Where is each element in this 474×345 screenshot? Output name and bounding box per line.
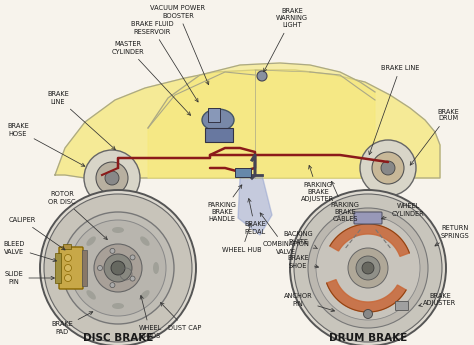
Text: CALIPER: CALIPER xyxy=(9,217,65,250)
Text: BRAKE
PEDAL: BRAKE PEDAL xyxy=(244,199,266,235)
Ellipse shape xyxy=(140,236,150,246)
Bar xyxy=(63,244,71,249)
Circle shape xyxy=(130,255,135,260)
Circle shape xyxy=(94,244,142,292)
Text: RETURN
SPRINGS: RETURN SPRINGS xyxy=(435,226,469,246)
Text: DUST CAP: DUST CAP xyxy=(161,303,202,331)
FancyBboxPatch shape xyxy=(354,212,382,224)
Circle shape xyxy=(110,248,115,253)
Ellipse shape xyxy=(86,290,96,299)
Bar xyxy=(205,128,233,142)
Text: BRAKE FLUID
RESERVOIR: BRAKE FLUID RESERVOIR xyxy=(131,21,198,102)
Text: BRAKE LINE: BRAKE LINE xyxy=(369,65,419,155)
Polygon shape xyxy=(55,70,440,178)
Polygon shape xyxy=(238,175,272,235)
FancyBboxPatch shape xyxy=(395,302,409,310)
Circle shape xyxy=(381,161,395,175)
Circle shape xyxy=(110,283,115,288)
Circle shape xyxy=(105,171,119,185)
Ellipse shape xyxy=(77,262,83,274)
Text: BRAKE
LINE: BRAKE LINE xyxy=(47,91,115,150)
Text: COMBINATION
VALVE: COMBINATION VALVE xyxy=(260,213,310,255)
Text: MASTER
CYLINDER: MASTER CYLINDER xyxy=(111,41,191,115)
Circle shape xyxy=(40,190,196,345)
Bar xyxy=(208,108,220,122)
Text: ANCHOR
PIN: ANCHOR PIN xyxy=(283,294,335,312)
Circle shape xyxy=(360,140,416,196)
Text: WHEEL
STUDS: WHEEL STUDS xyxy=(138,296,162,338)
Circle shape xyxy=(96,162,128,194)
Text: BRAKE
HOSE: BRAKE HOSE xyxy=(7,124,85,166)
Circle shape xyxy=(308,208,428,328)
Text: BRAKE
ADJUSTER: BRAKE ADJUSTER xyxy=(419,294,456,306)
Circle shape xyxy=(64,275,72,282)
Circle shape xyxy=(130,276,135,281)
Circle shape xyxy=(356,256,380,280)
Circle shape xyxy=(64,255,72,262)
Circle shape xyxy=(64,265,72,272)
Text: BRAKE
WARNING
LIGHT: BRAKE WARNING LIGHT xyxy=(264,8,308,72)
Circle shape xyxy=(111,261,125,275)
Text: BRAKE
PAD: BRAKE PAD xyxy=(51,312,93,335)
FancyBboxPatch shape xyxy=(59,247,83,289)
Text: SLIDE
PIN: SLIDE PIN xyxy=(5,272,55,285)
Circle shape xyxy=(294,194,442,342)
Circle shape xyxy=(84,150,140,206)
Text: PARKING
BRAKE
ADJUSTER: PARKING BRAKE ADJUSTER xyxy=(301,166,335,202)
Ellipse shape xyxy=(86,236,96,246)
Circle shape xyxy=(364,309,373,318)
Ellipse shape xyxy=(140,290,150,299)
Circle shape xyxy=(348,248,388,288)
Circle shape xyxy=(104,254,132,282)
Polygon shape xyxy=(330,224,410,256)
Text: VACUUM POWER
BOOSTER: VACUUM POWER BOOSTER xyxy=(150,6,209,85)
Circle shape xyxy=(372,152,404,184)
Circle shape xyxy=(44,194,192,342)
Ellipse shape xyxy=(112,227,124,233)
Text: BLEED
VALVE: BLEED VALVE xyxy=(3,241,56,262)
Circle shape xyxy=(62,212,174,324)
Text: WHEEL
CYLINDER: WHEEL CYLINDER xyxy=(382,204,424,219)
Text: DISC BRAKE: DISC BRAKE xyxy=(83,333,153,343)
Text: BACKING
PLATE: BACKING PLATE xyxy=(283,231,318,249)
Polygon shape xyxy=(148,63,375,178)
Polygon shape xyxy=(327,280,406,312)
Ellipse shape xyxy=(153,262,159,274)
Circle shape xyxy=(290,190,446,345)
Bar xyxy=(82,250,87,286)
Text: PARKING
BRAKE
CABLES: PARKING BRAKE CABLES xyxy=(330,181,359,222)
Text: DRUM BRAKE: DRUM BRAKE xyxy=(329,333,407,343)
Text: PARKING
BRAKE
HANDLE: PARKING BRAKE HANDLE xyxy=(208,185,242,222)
Text: BRAKE
DRUM: BRAKE DRUM xyxy=(410,108,459,165)
Ellipse shape xyxy=(202,109,234,131)
Ellipse shape xyxy=(112,303,124,309)
Bar xyxy=(235,168,251,177)
Text: WHEEL HUB: WHEEL HUB xyxy=(222,224,262,253)
Circle shape xyxy=(362,262,374,274)
Circle shape xyxy=(70,220,166,316)
Text: ROTOR
OR DISC: ROTOR OR DISC xyxy=(48,191,107,239)
Circle shape xyxy=(257,71,267,81)
Circle shape xyxy=(316,216,420,320)
Text: BRAKE
SHOE: BRAKE SHOE xyxy=(287,256,319,268)
Circle shape xyxy=(98,266,102,270)
Bar xyxy=(55,253,61,283)
